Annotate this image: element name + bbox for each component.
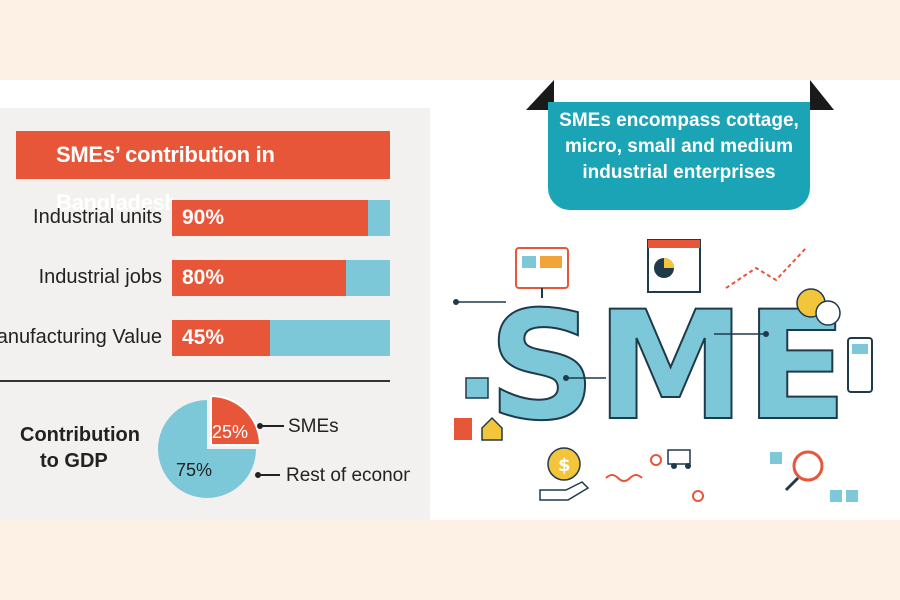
house-icon — [454, 416, 503, 441]
dollar-coin-icon: $ — [539, 447, 590, 501]
section-divider — [0, 380, 390, 382]
bar — [172, 260, 347, 296]
sme-illustration: SME $ — [453, 239, 873, 502]
pie-leader-rest-dot — [255, 472, 261, 478]
gdp-title-line-2: to GDP — [40, 450, 108, 472]
payment-terminal-icon — [847, 337, 873, 393]
bar-category-label: Industrial jobs — [38, 266, 162, 288]
bar — [172, 320, 271, 356]
sme-word: SME — [488, 280, 848, 454]
connector-dot — [563, 375, 569, 381]
callout-line-3: industrial enterprises — [582, 162, 776, 183]
callout-ribbon — [526, 80, 834, 110]
callout-box: SMEs encompass cottage, micro, small and… — [548, 102, 810, 210]
bar-category-label: Industrial units — [33, 206, 162, 228]
pie-value-label-smes: 25% — [212, 422, 248, 442]
connector-dot — [763, 331, 769, 337]
magnifier-icon — [784, 450, 824, 492]
bar-value-label: 90% — [182, 206, 225, 229]
bar-track: 90% — [172, 200, 390, 236]
shop-monitor-icon — [515, 247, 569, 298]
gdp-chart-title: Contribution to GDP — [20, 422, 150, 474]
location-pin-icon — [650, 454, 662, 466]
bar-value-label: 45% — [182, 326, 225, 349]
connector-dot — [453, 299, 459, 305]
pie-value-label-rest: 75% — [176, 460, 212, 480]
gdp-pie-chart: 25%75% SMEs Rest of economy — [158, 394, 410, 498]
bar — [172, 200, 369, 236]
ribbon-fold-right — [810, 80, 834, 110]
bar-track: 80% — [172, 260, 390, 296]
pie-slice-rest — [158, 400, 256, 498]
gdp-title-line-1: Contribution — [20, 424, 140, 446]
svg-text:$: $ — [558, 455, 571, 476]
bar-category-label: Manufacturing Value — [0, 326, 162, 348]
analytics-board-icon — [647, 239, 701, 293]
shopping-bag-icon — [465, 377, 489, 399]
pie-legend-rest: Rest of economy — [286, 465, 410, 486]
coins-icon — [796, 288, 841, 326]
pie-leader-smes-dot — [257, 423, 263, 429]
truck-icon — [667, 449, 691, 469]
bar-track: 45% — [172, 320, 390, 356]
callout-line-1: SMEs encompass cottage, — [559, 110, 799, 131]
callout-line-2: micro, small and medium — [564, 136, 794, 157]
wave-decoration — [605, 474, 643, 482]
bar-value-label: 80% — [182, 266, 225, 289]
location-pin-icon — [692, 490, 704, 502]
shirts-icon — [770, 452, 858, 502]
ribbon-fold-left — [526, 80, 554, 110]
pie-slice-smes — [210, 394, 262, 446]
pie-legend-smes: SMEs — [288, 416, 339, 437]
chart-title: SMEs’ contribution in Bangladesh — [16, 131, 390, 215]
